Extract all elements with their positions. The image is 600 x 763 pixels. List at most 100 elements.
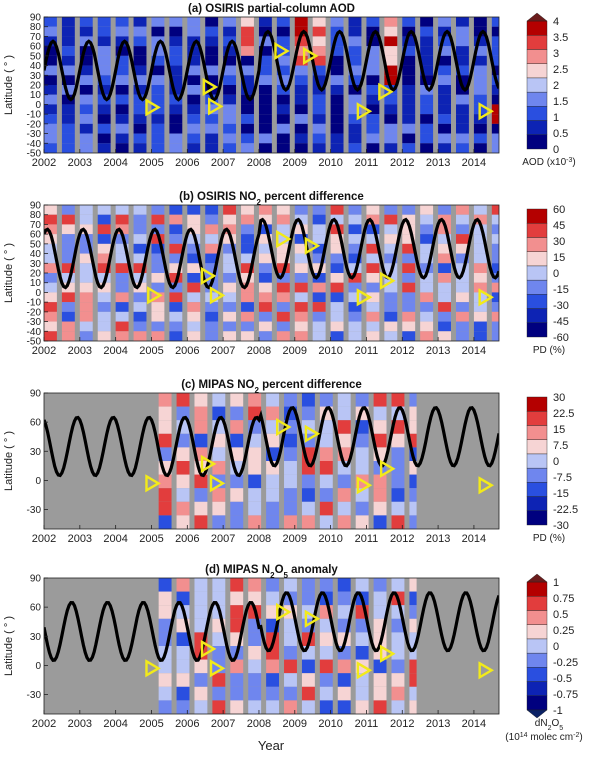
- field-cell: [312, 311, 326, 322]
- y-tick-label: -10: [27, 298, 42, 309]
- eruption-marker: [274, 41, 290, 61]
- field-cell: [79, 85, 93, 95]
- eruption-marker: [379, 459, 396, 478]
- field-cell: [330, 273, 344, 283]
- field-cell: [61, 311, 75, 322]
- field-cell: [402, 214, 416, 225]
- x-tick-label: 2005: [139, 718, 163, 730]
- field-cell: [330, 94, 344, 105]
- field-cell: [294, 234, 308, 244]
- x-tick-label: 2004: [103, 157, 127, 169]
- field-cell: [373, 591, 387, 606]
- field-cell: [366, 234, 380, 244]
- colorbar-segment: [526, 695, 548, 711]
- field-cell: [169, 263, 183, 273]
- field-cell: [373, 578, 387, 592]
- field-cell: [330, 104, 344, 115]
- field-cell: [248, 501, 262, 516]
- x-tick-label: 2003: [68, 157, 92, 169]
- field-cell: [319, 673, 333, 687]
- field-cell: [158, 420, 172, 434]
- field-cell: [169, 292, 183, 303]
- field-cell: [133, 36, 147, 47]
- field-cell: [312, 143, 326, 153]
- colorbar-tick-label: -60: [553, 332, 569, 344]
- colorbar-tick-label: 0: [553, 641, 559, 653]
- colorbar-segment: [526, 77, 548, 93]
- y-tick-label: 0: [35, 476, 41, 487]
- field-cell: [258, 133, 272, 144]
- field-cell: [337, 700, 351, 714]
- field-cell: [187, 321, 201, 332]
- field-cell: [194, 474, 208, 489]
- field-cell: [330, 214, 344, 225]
- colorbar-segment: [526, 396, 548, 412]
- field-cell: [337, 501, 351, 516]
- colorbar-tick-label: 1.5: [553, 96, 568, 108]
- field-cell: [384, 65, 398, 76]
- field-cell: [133, 331, 147, 341]
- field-cell: [355, 515, 369, 529]
- y-tick-label: 50: [30, 239, 42, 250]
- colorbar: -60 -45 -30 -15 0 15 30 45 60 PD (%): [526, 204, 569, 356]
- field-cell: [241, 114, 254, 124]
- colorbar-tick-label: 3: [553, 48, 559, 60]
- field-cell: [205, 321, 219, 332]
- field-cell: [420, 123, 434, 134]
- field-cell: [284, 632, 297, 646]
- field-cell: [491, 143, 499, 153]
- field-cell: [169, 143, 183, 153]
- field-cell: [456, 133, 469, 144]
- field-cell: [312, 36, 326, 47]
- field-cell: [151, 273, 165, 283]
- field-cell: [420, 331, 434, 341]
- field-cell: [223, 114, 237, 124]
- field-cell: [348, 243, 362, 254]
- field-cell: [373, 686, 387, 701]
- field-cell: [438, 55, 451, 66]
- field-cell: [402, 331, 416, 341]
- field-cell: [194, 393, 208, 407]
- field-cell: [348, 46, 362, 56]
- field-cell: [473, 253, 487, 264]
- field-cell: [44, 75, 57, 85]
- field-cell: [61, 123, 75, 134]
- eruption-marker: [200, 639, 217, 659]
- field-cell: [473, 282, 487, 293]
- field-cell: [438, 65, 451, 76]
- field-cell: [456, 46, 469, 56]
- field-cell: [223, 65, 237, 76]
- field-cell: [420, 292, 434, 303]
- field-cell: [294, 321, 308, 332]
- field-cell: [266, 700, 280, 714]
- field-cell: [115, 263, 129, 273]
- field-cell: [276, 65, 290, 76]
- field-cell: [438, 234, 451, 244]
- eruption-marker: [276, 229, 292, 249]
- field-cell: [391, 673, 405, 687]
- field-cell: [205, 36, 219, 47]
- field-cell: [473, 263, 487, 273]
- field-cell: [491, 253, 499, 264]
- field-cell: [491, 263, 499, 273]
- field-cell: [491, 243, 499, 254]
- field-cell: [294, 55, 308, 66]
- field-cell: [301, 659, 315, 674]
- field-cell: [223, 282, 237, 293]
- field-cell: [384, 234, 398, 244]
- field-cell: [205, 302, 219, 312]
- field-cell: [348, 253, 362, 264]
- x-tick-label: 2005: [139, 157, 163, 169]
- field-cell: [438, 75, 451, 85]
- field-cell: [373, 700, 387, 714]
- x-tick-label: 2004: [103, 345, 127, 357]
- field-cell: [366, 205, 380, 215]
- colorbar-segment: [526, 610, 548, 625]
- field-cell: [223, 224, 237, 235]
- colorbar-tick-label: 30: [553, 236, 565, 248]
- field-cell: [337, 659, 351, 674]
- field-cell: [248, 646, 262, 660]
- field-cell: [330, 263, 344, 273]
- field-cell: [187, 85, 201, 95]
- x-tick-label: 2012: [390, 345, 414, 357]
